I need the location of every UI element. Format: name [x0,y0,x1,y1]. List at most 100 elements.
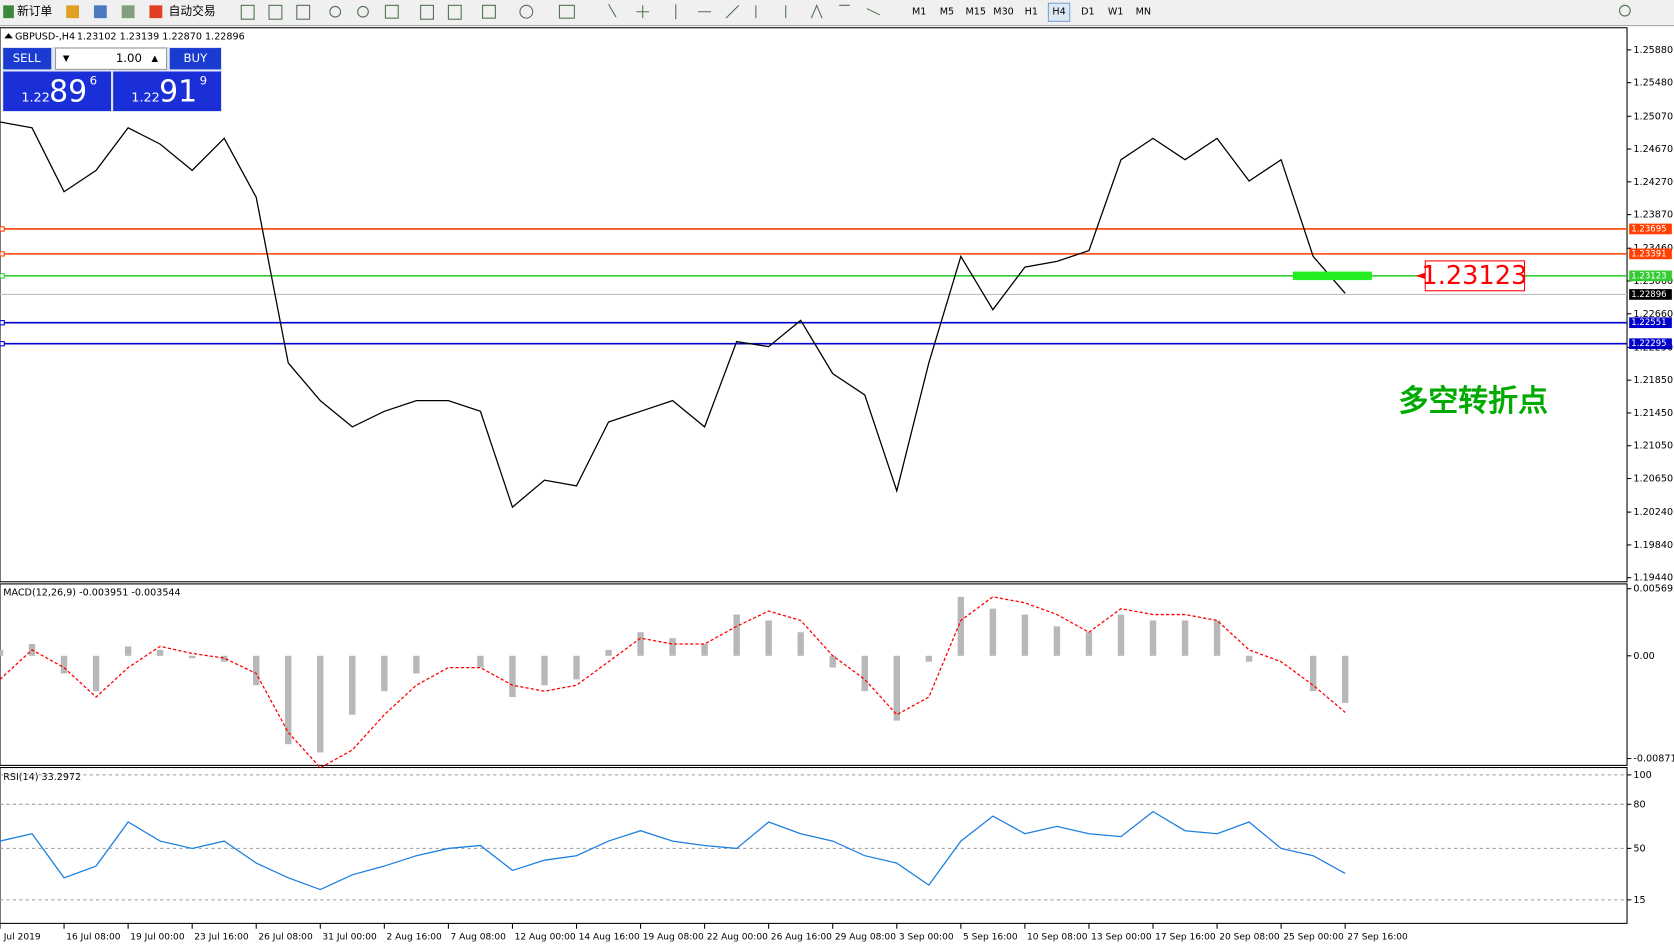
macd-bar [1245,655,1253,662]
tool-icons[interactable] [240,3,1631,20]
macd-bar [541,655,548,686]
x-tick-label: 11 Jul 2019 [0,933,41,943]
ask-box[interactable] [113,71,221,112]
macd-bar [573,655,580,680]
macd-panel [0,583,1628,766]
lot-box[interactable] [54,47,168,70]
note: 多空转折点 [1399,384,1549,419]
macd-bar [829,655,836,668]
timeframe[interactable]: H4 [1052,7,1065,18]
x-tick-label: 5 Sep 16:00 [963,933,1018,943]
buy-label[interactable]: BUY [183,51,208,65]
macd-bar [317,655,324,753]
bid-box[interactable] [3,71,112,112]
x-tick-label: 19 Aug 08:00 [643,933,704,943]
y-tick-label: 15 [1633,895,1645,906]
y-tick-label: -0.008717 [1633,754,1674,765]
x-tick-label: 25 Sep 00:00 [1283,933,1344,943]
series-line [0,810,1346,891]
bid-small: 6 [90,74,97,88]
collapse-arrow[interactable] [4,33,13,39]
x-tick-label: 13 Sep 00:00 [1091,933,1152,943]
new-order[interactable]: 新订单 [17,4,52,18]
icon[interactable] [121,5,135,19]
macd-bar [1117,614,1125,656]
macd-bar [1309,655,1317,692]
macd-bar [989,608,997,656]
level-handle [0,341,5,347]
series-line [0,121,1346,509]
y-tick-label: 1.21850 [1633,375,1673,386]
icon[interactable] [93,5,107,19]
level-handle [0,320,5,326]
macd-bar [124,646,132,656]
macd-bar [381,655,388,692]
macd-bar [285,655,292,745]
rsi-panel [0,766,1628,924]
macd-bar [413,655,420,674]
y-tick-label: 1.25480 [1633,78,1673,89]
macd-bar [765,620,772,656]
lot-up[interactable]: ▲ [152,54,159,64]
macd-bar [349,655,356,715]
auto-trading-icon[interactable] [149,5,163,19]
macd-bar [733,614,740,656]
y-tick-label: 1.19440 [1633,573,1673,584]
x-tick-label: 23 Jul 16:00 [194,933,249,943]
timeframe[interactable]: M5 [940,7,954,18]
icon[interactable] [66,5,80,19]
ask-small: 9 [200,74,207,88]
timeframe[interactable]: M15 [966,7,987,18]
level-label-bg [1629,338,1672,350]
y-tick-label: 0.005692 [1633,584,1674,595]
macd-bar [0,649,4,656]
sell-label[interactable]: SELL [13,51,41,65]
macd-bar [1213,620,1221,656]
y-tick-label: 1.19840 [1633,540,1673,551]
macd-bar [60,655,68,674]
timeframe[interactable]: D1 [1081,7,1095,18]
x-tick-label: 17 Sep 16:00 [1155,933,1216,943]
highlight-label: 1.23123 [1421,261,1527,291]
level-label: 1.23123 [1631,271,1666,281]
macd-bar [477,655,484,668]
level-label: 1.22551 [1631,318,1666,328]
timeframe[interactable]: MN [1136,7,1151,18]
y-tick-label: 1.24670 [1633,144,1673,155]
x-tick-label: 20 Sep 08:00 [1219,933,1280,943]
macd-bar [797,632,804,656]
macd-bar [701,644,708,656]
symbol-title: GBPUSD-,H4 [15,31,75,42]
bid-big: 1.22 [21,91,50,106]
timeframe[interactable]: M1 [912,7,926,18]
bid-main: 89 [49,74,87,109]
trade-panel: SELL ▼ ▲ 1.00 BUY 1.22 89 6 1.22 91 9 [2,46,223,113]
timeframe[interactable]: W1 [1108,7,1124,18]
x-tick-label: 29 Aug 08:00 [835,933,896,943]
auto-trading[interactable]: 自动交易 [169,4,216,18]
sell-button[interactable] [3,48,52,70]
timeframe[interactable]: H1 [1025,7,1038,18]
macd-bar [220,655,228,662]
y-tick-label: 1.23870 [1633,210,1673,221]
new-order-icon[interactable] [3,5,14,19]
level-label-bg [1629,223,1672,235]
lot-value[interactable]: 1.00 [116,51,142,65]
ohlc: 1.23102 1.23139 1.22870 1.22896 [77,31,245,42]
x-tick-label: 19 Jul 00:00 [130,933,185,943]
x-tick-label: 31 Jul 00:00 [322,933,377,943]
level-handle [0,251,5,257]
macd-bar [1021,614,1029,656]
lot-down[interactable]: ▼ [63,54,70,64]
x-tick-label: 22 Aug 00:00 [707,933,768,943]
y-tick-label: 1.23060 [1633,276,1673,287]
active-timeframe [1047,2,1071,22]
timeframe[interactable]: M30 [993,7,1014,18]
macd-bar [253,655,260,686]
macd-title: MACD(12,26,9) -0.003951 -0.003544 [3,587,180,598]
price-panel [0,27,1628,583]
x-tick-label: 26 Aug 16:00 [771,933,832,943]
macd-bar [92,655,100,692]
y-tick-label: 1.21050 [1633,441,1673,452]
buy-button[interactable] [169,48,221,70]
